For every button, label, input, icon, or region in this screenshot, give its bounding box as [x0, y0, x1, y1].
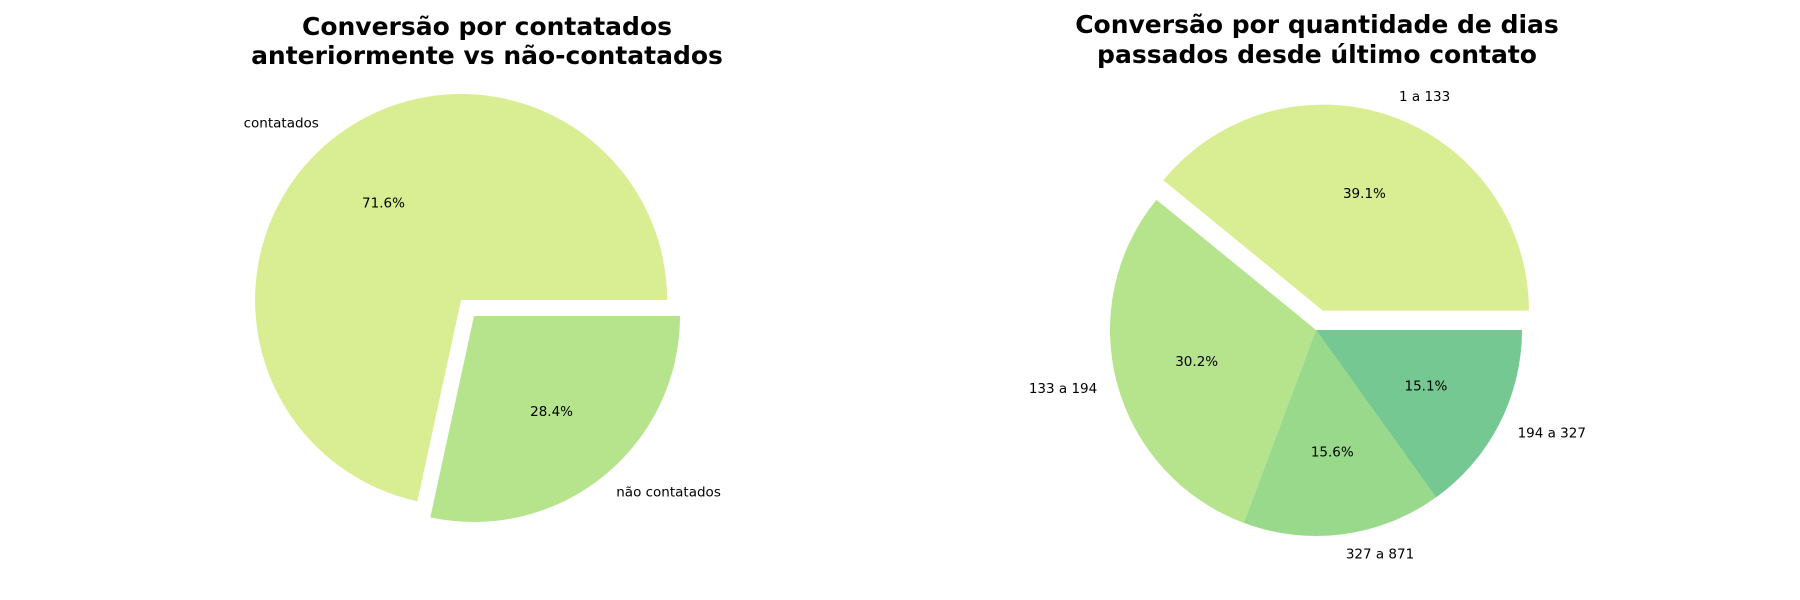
- category-label: não contatados: [616, 484, 721, 500]
- percent-label: 15.1%: [1405, 378, 1448, 394]
- category-label: 1 a 133: [1399, 89, 1450, 105]
- pie-slice-194-a-327: [1316, 330, 1522, 498]
- pie-chart-contatados: Conversão por contatados anteriormente v…: [244, 12, 723, 523]
- percent-label: 39.1%: [1343, 186, 1386, 202]
- pie-labels: 71.6% contatados 28.4% não contatados: [244, 116, 721, 501]
- pie-slice-1-a-133: [1163, 104, 1529, 311]
- pie-slice-nao-contatados: [430, 316, 680, 523]
- category-label: contatados: [244, 116, 319, 132]
- percent-label: 28.4%: [530, 404, 573, 420]
- percent-label: 15.6%: [1311, 445, 1354, 461]
- pie-slices: [1110, 104, 1529, 536]
- pie-slice-327-a-871: [1243, 330, 1437, 536]
- chart-title-line-1: Conversão por quantidade de dias: [1075, 10, 1559, 39]
- category-label: 194 a 327: [1518, 426, 1586, 442]
- pie-slice-contatados: [255, 93, 668, 502]
- percent-label: 71.6%: [362, 196, 405, 212]
- pie-chart-dias-desde-contato: Conversão por quantidade de dias passado…: [1029, 10, 1586, 563]
- chart-title-line-2: anteriormente vs não-contatados: [251, 41, 723, 70]
- category-label: 327 a 871: [1346, 547, 1414, 563]
- pie-labels: 39.1% 1 a 133 30.2% 133 a 194 15.6% 327 a 871…: [1029, 89, 1586, 562]
- pie-slices: [255, 93, 680, 523]
- category-label: 133 a 194: [1029, 381, 1097, 397]
- chart-title-line-1: Conversão por contatados: [302, 12, 672, 41]
- pie-slice-133-a-194: [1110, 199, 1316, 523]
- percent-label: 30.2%: [1175, 354, 1218, 370]
- chart-title-line-2: passados desde último contato: [1097, 40, 1537, 69]
